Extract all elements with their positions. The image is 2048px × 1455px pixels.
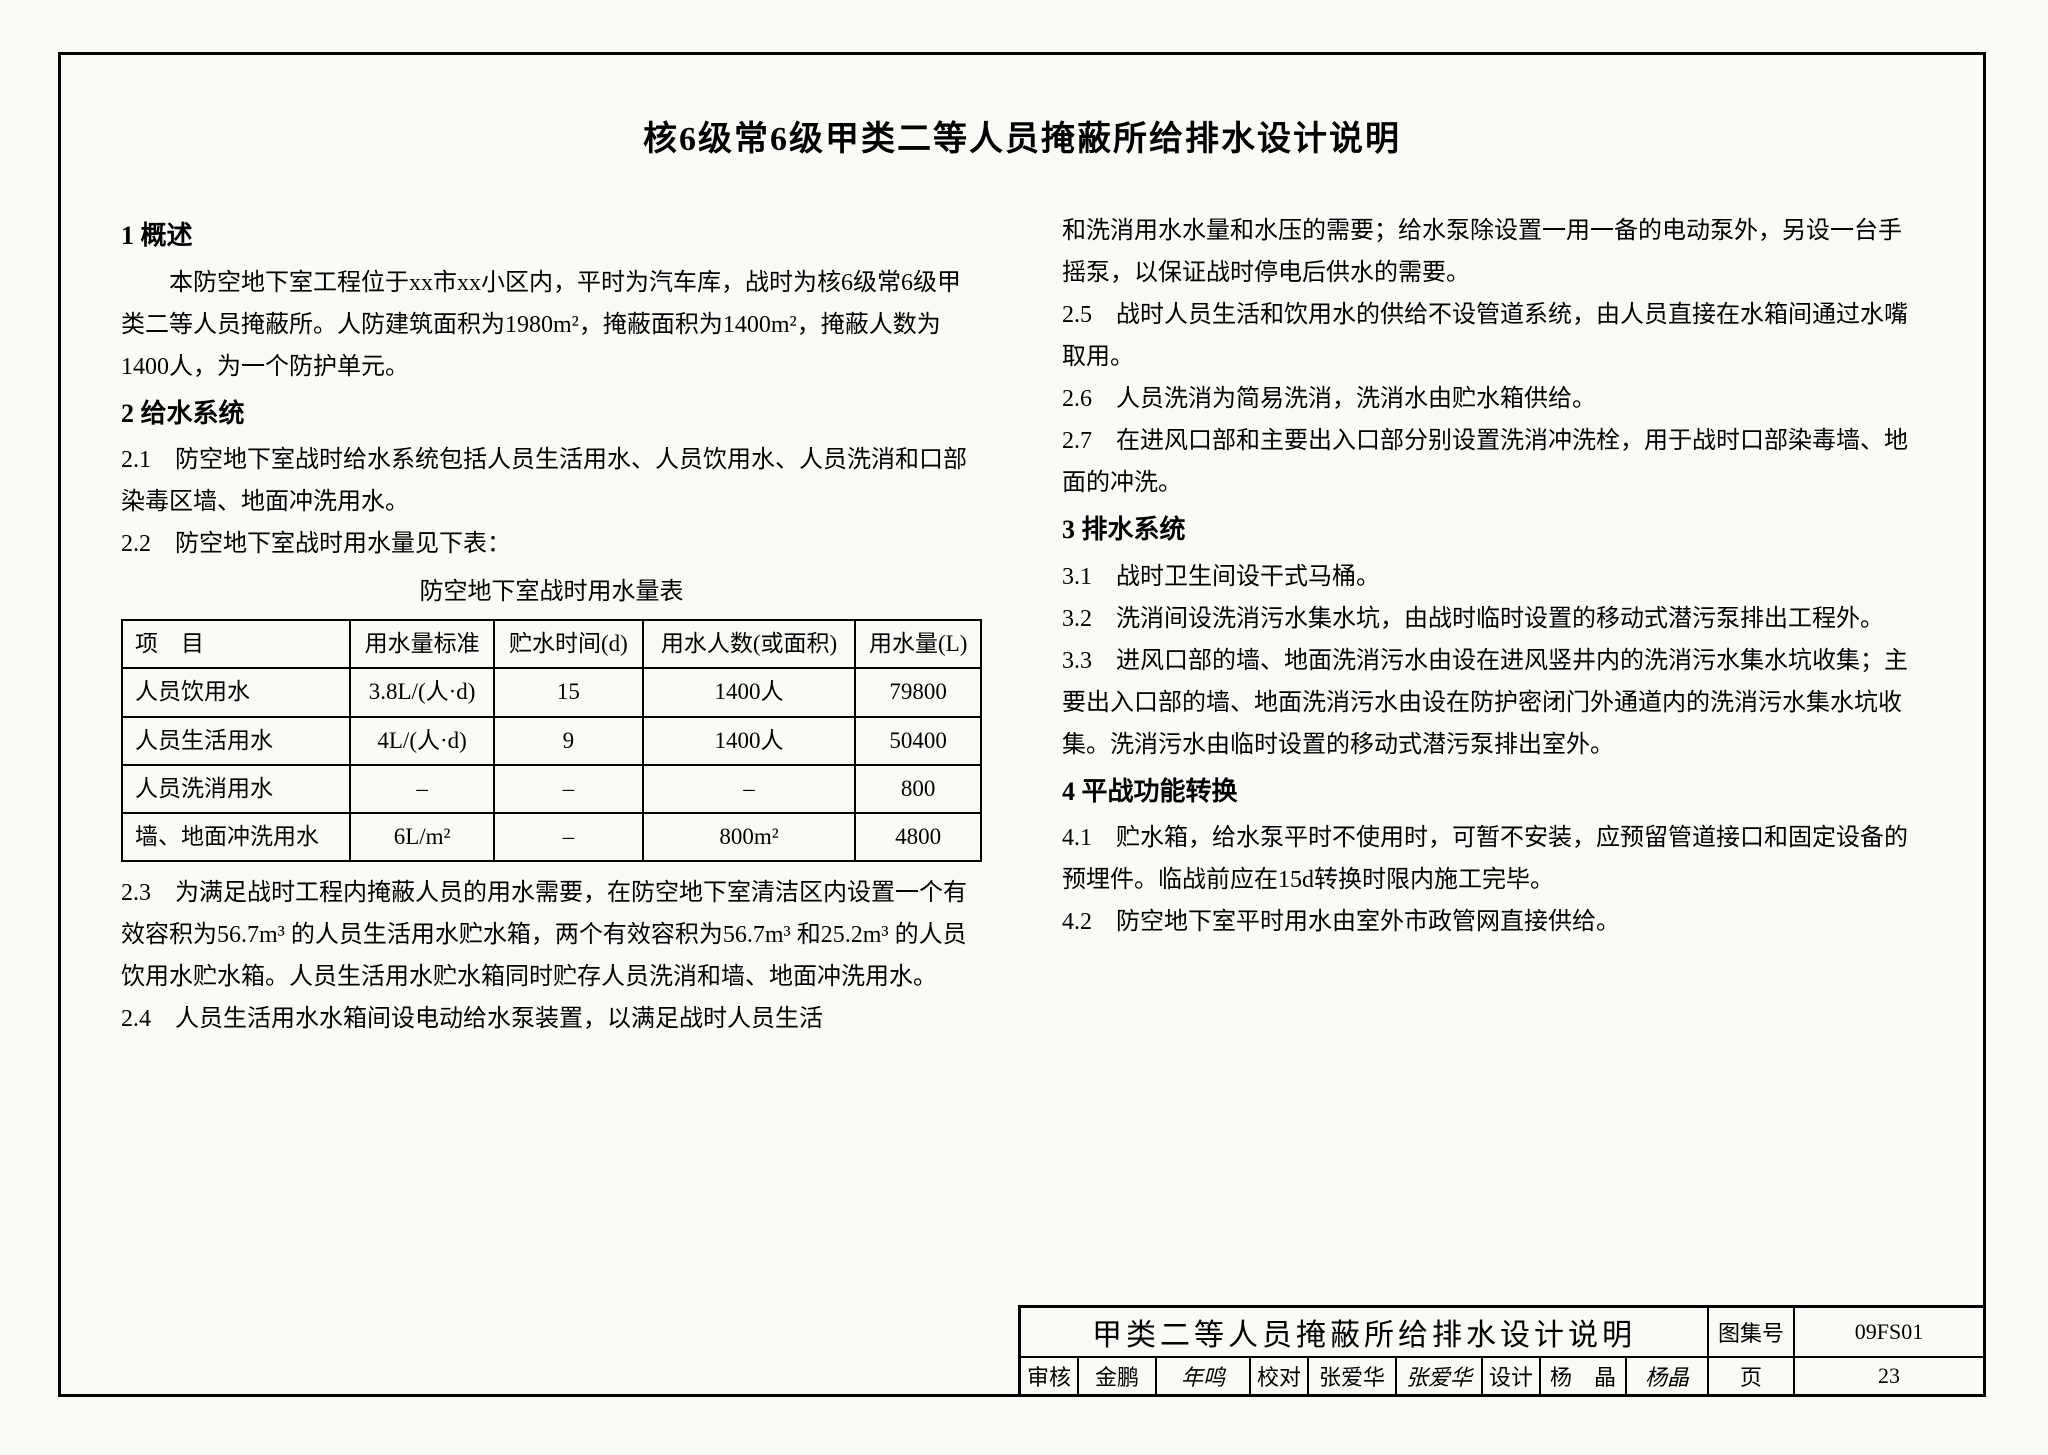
table-cell: 800m² xyxy=(643,813,856,861)
tb-design-label: 设计 xyxy=(1483,1358,1541,1394)
table-cell: 1400人 xyxy=(643,668,856,716)
table-cell: – xyxy=(494,765,642,813)
s2-2: 2.2 防空地下室战时用水量见下表： xyxy=(121,523,982,565)
table-cell: 人员生活用水 xyxy=(122,717,350,765)
tb-page-no: 23 xyxy=(1795,1358,1983,1394)
s2-7: 2.7 在进风口部和主要出入口部分别设置洗消冲洗栓，用于战时口部染毒墙、地面的冲… xyxy=(1062,420,1923,504)
tb-doc-title: 甲类二等人员掩蔽所给排水设计说明 xyxy=(1021,1308,1709,1358)
table-header: 用水人数(或面积) xyxy=(643,620,856,668)
s4-2: 4.2 防空地下室平时用水由室外市政管网直接供给。 xyxy=(1062,901,1923,943)
tb-check-sig: 张爱华 xyxy=(1397,1358,1483,1394)
tb-review-name: 金鹏 xyxy=(1079,1358,1157,1394)
table-cell: 墙、地面冲洗用水 xyxy=(122,813,350,861)
tb-atlas-label: 图集号 xyxy=(1709,1308,1795,1358)
s2-5: 2.5 战时人员生活和饮用水的供给不设管道系统，由人员直接在水箱间通过水嘴取用。 xyxy=(1062,294,1923,378)
table-header: 项 目 xyxy=(122,620,350,668)
s3-3: 3.3 进风口部的墙、地面洗消污水由设在进风竖井内的洗消污水集水坑收集；主要出入… xyxy=(1062,640,1923,766)
table-cell: 15 xyxy=(494,668,642,716)
section-3-heading: 3 排水系统 xyxy=(1062,507,1923,553)
s4-1: 4.1 贮水箱，给水泵平时不使用时，可暂不安装，应预留管道接口和固定设备的预埋件… xyxy=(1062,817,1923,901)
table-cell: 3.8L/(人·d) xyxy=(350,668,494,716)
table-cell: 人员洗消用水 xyxy=(122,765,350,813)
section-1-text: 本防空地下室工程位于xx市xx小区内，平时为汽车库，战时为核6级常6级甲类二等人… xyxy=(121,262,982,388)
s3-1: 3.1 战时卫生间设干式马桶。 xyxy=(1062,556,1923,598)
table-cell: 4800 xyxy=(855,813,981,861)
table-cell: 9 xyxy=(494,717,642,765)
table-row: 人员饮用水3.8L/(人·d)151400人79800 xyxy=(122,668,981,716)
table-cell: 6L/m² xyxy=(350,813,494,861)
tb-review-label: 审核 xyxy=(1021,1358,1079,1394)
document-title: 核6级常6级甲类二等人员掩蔽所给排水设计说明 xyxy=(121,111,1923,160)
table-header: 用水量(L) xyxy=(855,620,981,668)
tb-review-sig: 年鸣 xyxy=(1157,1358,1251,1394)
table-cell: 4L/(人·d) xyxy=(350,717,494,765)
table-cell: – xyxy=(350,765,494,813)
table-row: 墙、地面冲洗用水6L/m²–800m²4800 xyxy=(122,813,981,861)
table-cell: – xyxy=(494,813,642,861)
tb-atlas-no: 09FS01 xyxy=(1795,1308,1983,1358)
table-cell: 79800 xyxy=(855,668,981,716)
table-cell: 800 xyxy=(855,765,981,813)
left-column: 1 概述 本防空地下室工程位于xx市xx小区内，平时为汽车库，战时为核6级常6级… xyxy=(121,210,982,1040)
s2-4b: 和洗消用水水量和水压的需要；给水泵除设置一用一备的电动泵外，另设一台手摇泵，以保… xyxy=(1062,210,1923,294)
table-cell: 50400 xyxy=(855,717,981,765)
tb-page-label: 页 xyxy=(1709,1358,1795,1394)
s2-4a: 2.4 人员生活用水水箱间设电动给水泵装置，以满足战时人员生活 xyxy=(121,998,982,1040)
s2-1: 2.1 防空地下室战时给水系统包括人员生活用水、人员饮用水、人员洗消和口部染毒区… xyxy=(121,439,982,523)
table-cell: – xyxy=(643,765,856,813)
tb-check-name: 张爱华 xyxy=(1309,1358,1397,1394)
s2-3: 2.3 为满足战时工程内掩蔽人员的用水需要，在防空地下室清洁区内设置一个有效容积… xyxy=(121,872,982,998)
tb-design-name: 杨 晶 xyxy=(1541,1358,1627,1394)
s2-6: 2.6 人员洗消为简易洗消，洗消水由贮水箱供给。 xyxy=(1062,378,1923,420)
right-column: 和洗消用水水量和水压的需要；给水泵除设置一用一备的电动泵外，另设一台手摇泵，以保… xyxy=(1062,210,1923,1040)
table-row: 人员洗消用水–––800 xyxy=(122,765,981,813)
section-2-heading: 2 给水系统 xyxy=(121,391,982,437)
page-frame: 核6级常6级甲类二等人员掩蔽所给排水设计说明 1 概述 本防空地下室工程位于xx… xyxy=(58,52,1986,1397)
table-cell: 人员饮用水 xyxy=(122,668,350,716)
table-cell: 1400人 xyxy=(643,717,856,765)
two-column-layout: 1 概述 本防空地下室工程位于xx市xx小区内，平时为汽车库，战时为核6级常6级… xyxy=(121,210,1923,1040)
water-usage-table: 项 目用水量标准贮水时间(d)用水人数(或面积)用水量(L) 人员饮用水3.8L… xyxy=(121,619,982,862)
section-4-heading: 4 平战功能转换 xyxy=(1062,769,1923,815)
title-block: 甲类二等人员掩蔽所给排水设计说明 图集号 09FS01 审核 金鹏 年鸣 校对 … xyxy=(1018,1305,1983,1394)
tb-check-label: 校对 xyxy=(1251,1358,1309,1394)
tb-design-sig: 杨晶 xyxy=(1627,1358,1709,1394)
section-1-heading: 1 概述 xyxy=(121,213,982,259)
table-header: 贮水时间(d) xyxy=(494,620,642,668)
table-caption: 防空地下室战时用水量表 xyxy=(121,571,982,613)
s3-2: 3.2 洗消间设洗消污水集水坑，由战时临时设置的移动式潜污泵排出工程外。 xyxy=(1062,598,1923,640)
table-header: 用水量标准 xyxy=(350,620,494,668)
table-row: 人员生活用水4L/(人·d)91400人50400 xyxy=(122,717,981,765)
